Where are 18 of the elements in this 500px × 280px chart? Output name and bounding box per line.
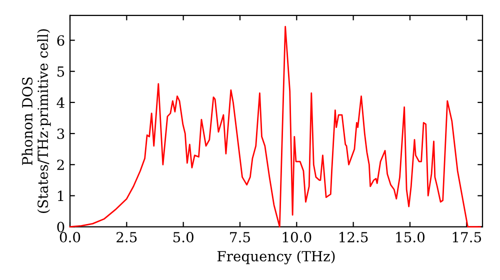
x-tick-label: 0.0 — [60, 232, 80, 242]
x-tick-label: 5.0 — [173, 232, 194, 242]
y-tick-label: 0 — [57, 222, 64, 232]
y-tick-label: 1 — [58, 190, 64, 201]
y-tick-label: 4 — [56, 97, 64, 108]
y-tick-label: 5 — [57, 66, 64, 77]
y-tick-label: 2 — [57, 160, 64, 170]
x-tick-label: 7.5 — [230, 232, 250, 242]
line-series — [69, 26, 481, 228]
y-tick-label: 6 — [57, 35, 64, 46]
x-tick-label: 15.0 — [396, 232, 425, 242]
y-tick-label: 3 — [57, 128, 64, 140]
x-tick-label: 12.5 — [340, 232, 368, 242]
x-tick-label: 17.5 — [452, 232, 482, 242]
x-tick-label: 10.0 — [282, 232, 312, 242]
x-axis-title: Frequency (THz) — [217, 250, 335, 264]
x-tick-label: 2.5 — [116, 232, 137, 242]
y-axis-title: Phonon DOS (States/THz·primitive cell) — [22, 29, 51, 213]
